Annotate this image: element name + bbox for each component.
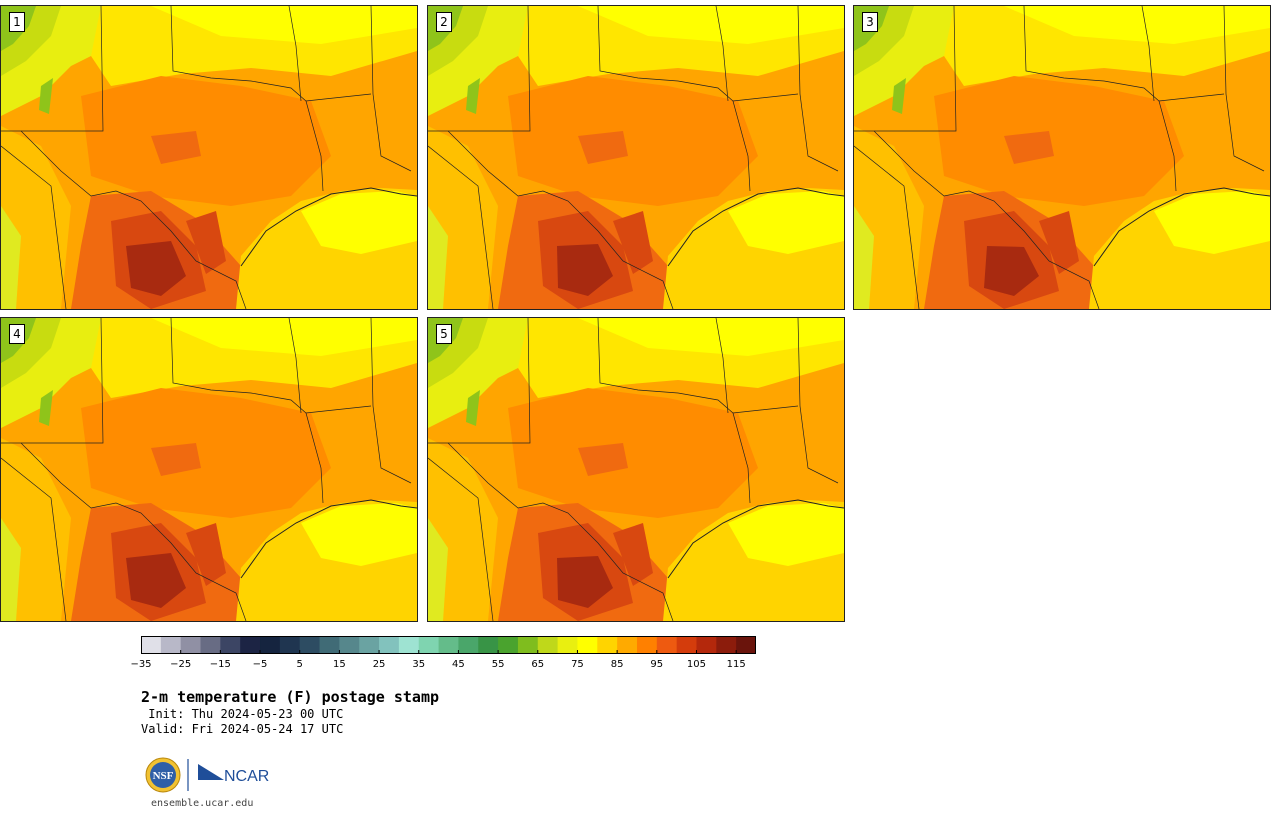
colorbar-tick-label: 5 [296,659,303,670]
colorbar-swatch [299,636,321,654]
colorbar-swatch [478,636,499,654]
colorbar-tick-label: 45 [452,659,465,670]
colorbar-swatch [240,636,261,654]
temperature-map [1,6,417,309]
colorbar-swatch [736,636,756,654]
colorbar-swatch [398,636,420,654]
colorbar-swatch [279,636,301,654]
colorbar-swatch [180,636,202,654]
colorbar-swatch [319,636,340,654]
colorbar-tick-label: 115 [726,659,746,670]
colorbar-tick-label: −25 [170,659,192,670]
colorbar-swatch [517,636,539,654]
colorbar-swatch [220,636,241,654]
colorbar-swatch [597,636,618,654]
colorbar-swatch [617,636,638,654]
colorbar-swatch [557,636,578,654]
colorbar-tick-label: 35 [412,659,426,670]
nsf-ncar-logo: NSF NCAR [145,757,269,793]
colorbar-swatch [260,636,281,654]
colorbar-tick-label: 95 [650,659,664,670]
panel-number: 5 [436,324,452,344]
nsf-logo-icon: NSF [145,757,181,793]
init-time: Init: Thu 2024-05-23 00 UTC [141,707,344,721]
colorbar-swatch [359,636,380,654]
map-panel-5: 5 [427,317,845,622]
map-panel-2: 2 [427,5,845,310]
temperature-map [1,318,417,621]
colorbar-tick-label: 75 [571,659,584,670]
colorbar-swatch [160,636,182,654]
colorbar-swatch [339,636,360,654]
colorbar-swatch [498,636,519,654]
colorbar-swatch [676,636,697,654]
panel-number: 2 [436,12,452,32]
colorbar-swatch [458,636,479,654]
figure-title: 2-m temperature (F) postage stamp [141,688,440,706]
colorbar-tick-label: 65 [531,659,545,670]
colorbar-swatch [537,636,559,654]
svg-text:NCAR: NCAR [224,768,269,785]
colorbar-swatch [379,636,400,654]
colorbar-swatch [577,636,598,654]
colorbar-swatch [418,636,440,654]
temperature-colorbar [141,636,756,654]
map-panel-1: 1 [0,5,418,310]
colorbar-swatch [636,636,658,654]
svg-text:NSF: NSF [153,770,174,782]
colorbar-swatch [200,636,221,654]
site-url: ensemble.ucar.edu [151,798,254,809]
temperature-map [428,6,844,309]
colorbar-swatch [438,636,459,654]
map-panel-4: 4 [0,317,418,622]
colorbar-tick-label: −5 [252,659,268,670]
ncar-logo-icon: NCAR [198,764,269,785]
colorbar-swatch [656,636,678,654]
colorbar-tick-label: 15 [333,659,346,670]
map-panel-3: 3 [853,5,1271,310]
colorbar-tick-label: 55 [491,659,505,670]
colorbar-swatch [696,636,717,654]
colorbar-tick-label: 85 [610,659,624,670]
panel-number: 4 [9,324,25,344]
colorbar-swatch [141,636,162,654]
colorbar-tick-label: 105 [686,659,707,670]
colorbar-swatch [716,636,737,654]
colorbar-tick-label: −35 [130,659,152,670]
colorbar-tick-label: −15 [209,659,231,670]
logos: NSF NCAR [144,756,274,794]
panel-number: 3 [862,12,878,32]
temperature-map [854,6,1270,309]
panel-number: 1 [9,12,25,32]
valid-time: Valid: Fri 2024-05-24 17 UTC [141,722,344,736]
temperature-map [428,318,844,621]
colorbar-tick-label: 25 [372,659,386,670]
